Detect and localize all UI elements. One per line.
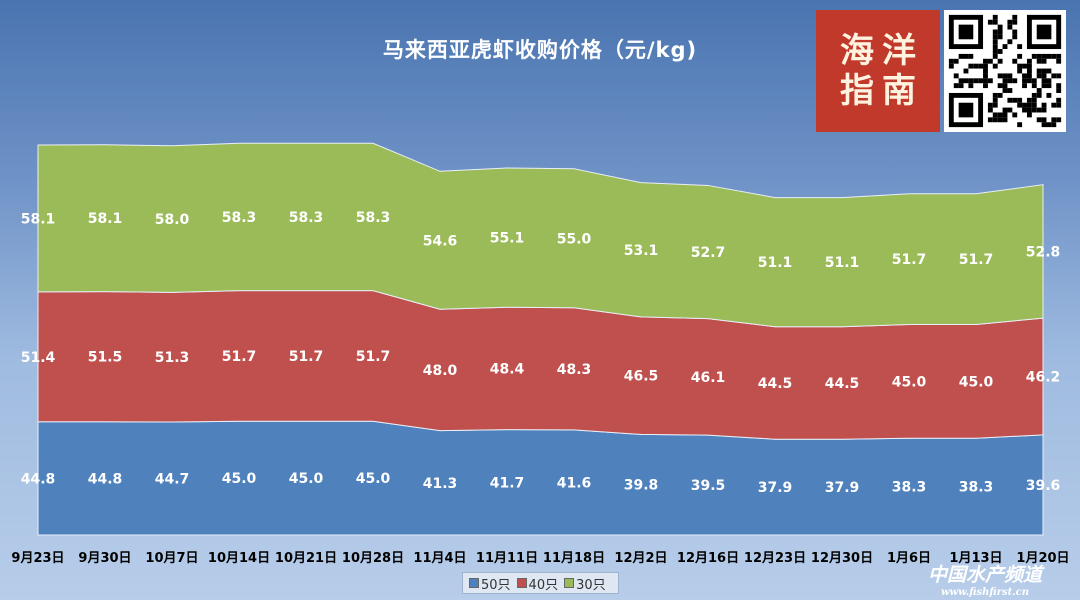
data-label: 51.1 — [758, 255, 793, 271]
x-tick-label: 11月11日 — [476, 551, 538, 566]
data-label: 51.4 — [21, 350, 56, 366]
data-label: 44.8 — [21, 471, 56, 487]
data-label: 37.9 — [825, 480, 860, 496]
data-label: 44.5 — [825, 376, 860, 392]
data-label: 38.3 — [959, 480, 994, 496]
data-label: 51.5 — [88, 350, 123, 366]
x-tick-label: 12月30日 — [811, 551, 873, 566]
data-label: 37.9 — [758, 480, 793, 496]
data-label: 38.3 — [892, 480, 927, 496]
logo-char: 海 — [840, 31, 874, 71]
legend: 50只 40只 30只 — [462, 572, 619, 594]
data-label: 45.0 — [356, 471, 391, 487]
data-label: 51.7 — [959, 252, 994, 268]
x-tick-label: 10月14日 — [208, 551, 270, 566]
logo-char: 洋 — [882, 31, 916, 71]
data-label: 58.3 — [222, 210, 257, 226]
x-tick-label: 1月6日 — [887, 551, 931, 566]
data-label: 48.4 — [490, 361, 525, 377]
data-label: 51.7 — [892, 252, 927, 268]
data-label: 45.0 — [289, 471, 324, 487]
x-tick-label: 1月13日 — [949, 551, 1002, 566]
area-series-2 — [37, 142, 1044, 328]
data-label: 52.7 — [691, 245, 726, 261]
data-label: 46.1 — [691, 370, 726, 386]
legend-swatch — [516, 578, 527, 588]
data-label: 39.6 — [1026, 478, 1061, 494]
x-tick-label: 12月23日 — [744, 551, 806, 566]
watermark: 中国水产频道 www.fishfirst.cn — [900, 560, 1070, 598]
data-label: 45.0 — [222, 471, 257, 487]
x-tick-label: 12月16日 — [677, 551, 739, 566]
data-label: 55.1 — [490, 231, 525, 247]
data-label: 44.7 — [155, 472, 190, 488]
legend-swatch — [469, 578, 479, 588]
data-label: 51.7 — [356, 349, 391, 365]
x-tick-label: 9月23日 — [11, 551, 64, 566]
x-tick-label: 10月7日 — [145, 551, 198, 566]
chart-title: 马来西亚虎虾收购价格（元/kg) — [382, 38, 698, 62]
data-label: 46.5 — [624, 369, 659, 385]
legend-item: 50只 — [469, 574, 511, 593]
data-label: 48.3 — [557, 362, 592, 378]
x-tick-label: 11月4日 — [413, 551, 466, 566]
logo-char: 指 — [840, 71, 874, 111]
data-label: 58.3 — [289, 210, 324, 226]
watermark-sub: www.fishfirst.cn — [940, 587, 1030, 598]
data-label: 41.3 — [423, 476, 458, 492]
data-label: 58.0 — [155, 212, 190, 228]
data-label: 46.2 — [1026, 370, 1061, 386]
data-label: 52.8 — [1026, 244, 1061, 260]
data-label: 39.5 — [691, 478, 726, 494]
x-tick-label: 10月21日 — [275, 551, 337, 566]
x-tick-label: 12月2日 — [614, 551, 667, 566]
logo-char: 南 — [882, 71, 916, 111]
legend-item: 40只 — [516, 574, 559, 593]
data-label: 55.0 — [557, 231, 592, 247]
data-label: 48.0 — [423, 363, 458, 379]
data-label: 58.1 — [21, 211, 56, 227]
x-tick-label: 1月20日 — [1016, 551, 1069, 566]
data-label: 44.5 — [758, 376, 793, 392]
data-label: 45.0 — [892, 374, 927, 390]
legend-label: 30只 — [576, 577, 606, 593]
data-label: 51.7 — [222, 349, 257, 365]
x-tick-label: 10月28日 — [342, 551, 404, 566]
brand-logo: 海 洋 指 南 — [816, 10, 940, 132]
data-label: 58.1 — [88, 211, 123, 227]
legend-label: 50只 — [481, 577, 511, 593]
data-label: 41.6 — [557, 475, 592, 491]
x-tick-label: 9月30日 — [78, 551, 131, 566]
qr-code-icon — [944, 10, 1066, 132]
data-label: 54.6 — [423, 233, 458, 249]
data-label: 45.0 — [959, 374, 994, 390]
data-label: 51.1 — [825, 255, 860, 271]
data-label: 53.1 — [624, 243, 659, 259]
data-label: 39.8 — [624, 478, 659, 494]
data-label: 44.8 — [88, 471, 123, 487]
data-label: 41.7 — [490, 475, 525, 491]
x-tick-label: 11月18日 — [543, 551, 605, 566]
data-label: 58.3 — [356, 210, 391, 226]
data-label: 51.3 — [155, 350, 190, 366]
legend-swatch — [564, 578, 575, 588]
data-label: 51.7 — [289, 349, 324, 365]
watermark-main: 中国水产频道 — [927, 564, 1042, 586]
legend-item: 30只 — [564, 574, 606, 593]
legend-label: 40只 — [528, 577, 559, 593]
